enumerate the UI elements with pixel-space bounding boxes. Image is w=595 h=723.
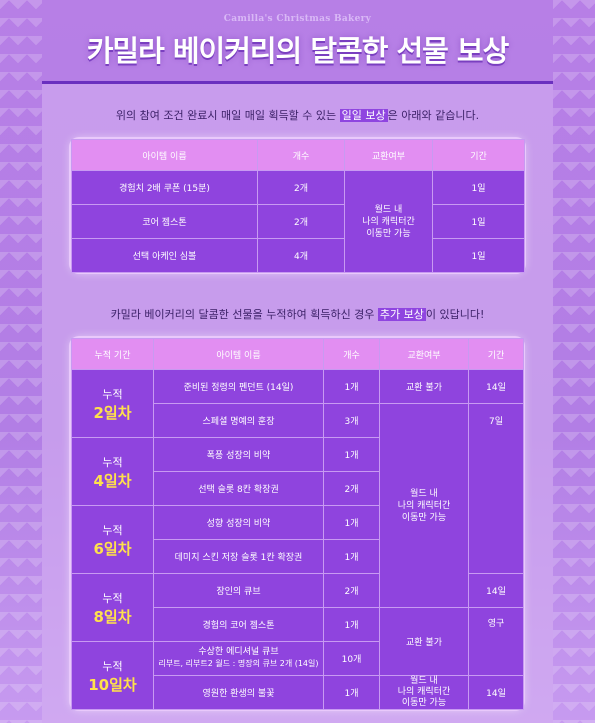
intro-highlight: 추가 보상	[377, 308, 426, 321]
table-row: 누적 6일차 성향 성장의 비약 1개	[71, 505, 524, 574]
exchange-status: 월드 내 나의 캐릭터간 이동만 가능	[344, 170, 433, 273]
item-name: 선택 아케인 심볼	[71, 238, 258, 273]
item-name: 준비된 정령의 펜던트 (14일)	[153, 369, 324, 404]
item-count: 1개	[323, 505, 380, 540]
item-name: 수상한 에디셔널 큐브	[198, 647, 279, 657]
intro-text: 위의 참여 조건 완료시 매일 매일 획득할 수 있는	[115, 109, 340, 122]
item-name: 경험의 코어 젬스톤	[153, 607, 324, 642]
item-count: 4개	[257, 238, 345, 273]
col-item: 아이템 이름	[71, 139, 258, 171]
item-name: 코어 젬스톤	[71, 204, 258, 239]
item-count: 1개	[323, 675, 380, 710]
exchange-status: 월드 내 나의 캐릭터간 이동만 가능	[379, 403, 469, 608]
exchange-status: 월드 내 나의 캐릭터간 이동만 가능	[379, 675, 469, 710]
item-name: 경험치 2배 쿠폰 (15분)	[71, 170, 258, 205]
col-period-range: 누적 기간	[71, 338, 154, 370]
table-row: 선택 슬롯 8칸 확장권 2개	[72, 471, 524, 506]
col-period: 기간	[468, 338, 524, 370]
item-note: 리부트, 리부트2 월드 : 명장의 큐브 2개 (14일)	[158, 659, 319, 668]
cumulative-day-2: 누적 2일차	[71, 369, 154, 438]
item-count: 2개	[257, 204, 345, 239]
day-label: 누적	[102, 523, 123, 537]
table-row: 스페셜 명예의 훈장 3개 월드 내 나의 캐릭터간 이동만 가능 7일	[72, 403, 524, 608]
item-period: 1일	[432, 170, 525, 205]
day-value: 10일차	[88, 675, 137, 694]
day-label: 누적	[102, 455, 123, 469]
day-label: 누적	[102, 591, 123, 605]
intro-highlight: 일일 보상	[339, 109, 388, 122]
col-exchange: 교환여부	[344, 139, 433, 171]
item-name: 장인의 큐브	[153, 573, 324, 608]
table-row: 누적 2일차 준비된 정령의 펜던트 (14일) 1개 교환 불가 14일	[71, 369, 524, 438]
item-period: 영구	[468, 607, 524, 676]
item-name: 폭풍 성장의 비약	[153, 437, 324, 472]
title-divider	[42, 81, 553, 84]
day-value: 2일차	[93, 403, 132, 422]
col-period: 기간	[432, 139, 525, 171]
item-count: 1개	[323, 539, 380, 574]
item-period: 14일	[468, 573, 524, 608]
table-row: 선택 아케인 심볼 4개 1일	[71, 238, 525, 273]
item-period: 1일	[432, 204, 525, 239]
item-name: 영원한 환생의 불꽃	[153, 675, 324, 710]
item-name: 데미지 스킨 저장 슬롯 1칸 확장권	[153, 539, 324, 574]
cumulative-day-6: 누적 6일차	[71, 505, 154, 574]
cumulative-day-10: 누적 10일차	[71, 641, 154, 710]
zigzag-decoration-right	[553, 0, 595, 723]
item-count: 1개	[323, 437, 380, 472]
daily-intro: 위의 참여 조건 완료시 매일 매일 획득할 수 있는 일일 보상 은 아래와 같…	[0, 107, 595, 123]
day-value: 6일차	[93, 539, 132, 558]
table-row: 경험치 2배 쿠폰 (15분) 2개 월드 내 나의 캐릭터간 이동만 가능 1…	[71, 170, 525, 273]
table-row: 데미지 스킨 저장 슬롯 1칸 확장권 1개	[72, 539, 524, 574]
item-period: 7일	[468, 403, 524, 574]
exchange-status: 교환 불가	[379, 369, 469, 404]
table-row: 영원한 환생의 불꽃 1개 월드 내 나의 캐릭터간 이동만 가능 14일	[72, 675, 524, 710]
item-count: 2개	[323, 573, 380, 608]
brand-label: Camilla's Christmas Bakery	[223, 14, 372, 24]
item-period: 1일	[432, 238, 525, 273]
table-row: 코어 젬스톤 2개 1일	[71, 204, 525, 239]
intro-text: 카밀라 베이커리의 달콤한 선물을 누적하여 획득하신 경우	[110, 308, 378, 321]
item-period: 14일	[468, 369, 524, 404]
cumulative-intro: 카밀라 베이커리의 달콤한 선물을 누적하여 획득하신 경우 추가 보상 이 있답…	[0, 306, 595, 322]
day-value: 4일차	[93, 471, 132, 490]
item-count: 10개	[323, 641, 380, 676]
col-count: 개수	[257, 139, 345, 171]
col-exchange: 교환여부	[379, 338, 469, 370]
item-count: 1개	[323, 607, 380, 642]
exchange-status: 교환 불가	[379, 607, 469, 676]
item-name: 성향 성장의 비약	[153, 505, 324, 540]
item-name: 스페셜 명예의 훈장	[153, 403, 324, 438]
table-row: 누적 4일차 폭풍 성장의 비약 1개	[71, 437, 524, 506]
item-count: 1개	[323, 369, 380, 404]
day-label: 누적	[102, 659, 123, 673]
day-value: 8일차	[93, 607, 132, 626]
zigzag-decoration-left	[0, 0, 42, 723]
col-count: 개수	[323, 338, 380, 370]
cumulative-day-8: 누적 8일차	[71, 573, 154, 642]
daily-reward-table: 아이템 이름 개수 교환여부 기간 경험치 2배 쿠폰 (15분) 2개 월드 …	[71, 139, 525, 273]
item-count: 2개	[323, 471, 380, 506]
item-name: 선택 슬롯 8칸 확장권	[153, 471, 324, 506]
cumulative-reward-table: 누적 기간 아이템 이름 개수 교환여부 기간 누적 2일차 준비된 정령의 펜던…	[71, 338, 524, 710]
item-count: 2개	[257, 170, 345, 205]
intro-text-end: 이 있답니다!	[425, 308, 485, 321]
page-title: 카밀라 베이커리의 달콤한 선물 보상	[86, 34, 510, 68]
day-label: 누적	[102, 387, 123, 401]
col-item: 아이템 이름	[153, 338, 324, 370]
cumulative-day-4: 누적 4일차	[71, 437, 154, 506]
item-count: 3개	[323, 403, 380, 438]
item-period: 14일	[468, 675, 524, 710]
intro-text-end: 은 아래와 같습니다.	[387, 109, 480, 122]
